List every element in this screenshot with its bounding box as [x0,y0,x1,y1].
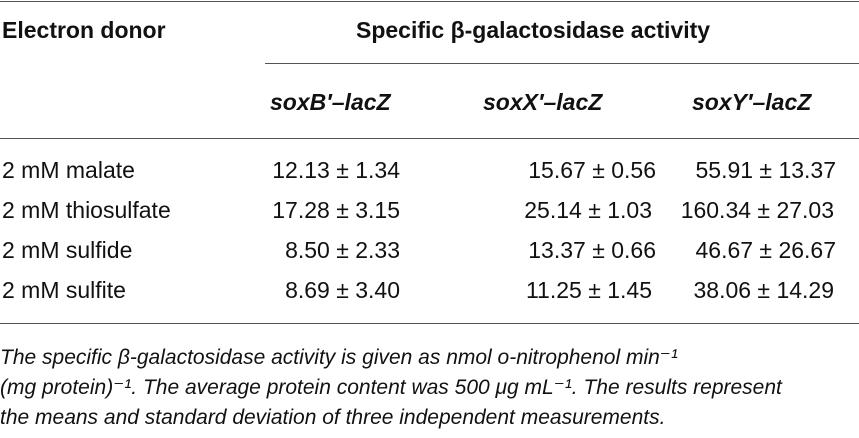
cell-sulfite-soxY: 38.06 ± 14.29 [693,277,834,303]
table-top-rule [0,1,859,2]
cell-sulfide-soxB: 8.50 ± 2.33 [285,237,400,263]
header-span-rule [265,63,859,64]
cell-thiosulfate-soxB: 17.28 ± 3.15 [272,197,400,223]
cell-sulfite-soxB: 8.69 ± 3.40 [285,277,400,303]
footnote-line-3: the means and standard deviation of thre… [0,406,666,429]
row-donor-sulfide: 2 mM sulfide [2,237,133,263]
row-donor-thiosulfate: 2 mM thiosulfate [2,197,171,223]
row-donor-sulfite: 2 mM sulfite [2,277,126,303]
cell-thiosulfate-soxY: 160.34 ± 27.03 [680,197,834,223]
cell-sulfite-soxX: 11.25 ± 1.45 [525,277,652,303]
subheader-soxX-lacZ: soxX′–lacZ [483,89,603,115]
cell-sulfide-soxX: 13.37 ± 0.66 [528,237,656,263]
footnote-line-1: The specific β-galactosidase activity is… [0,346,678,369]
cell-sulfide-soxY: 46.67 ± 26.67 [695,237,836,263]
cell-malate-soxB: 12.13 ± 1.34 [272,157,400,183]
cell-malate-soxX: 15.67 ± 0.56 [528,157,656,183]
subheader-soxB-lacZ: soxB′–lacZ [270,89,391,115]
header-bottom-rule [0,138,859,139]
header-specific-activity: Specific β-galactosidase activity [356,17,711,43]
table-footnote: The specific β-galactosidase activity is… [0,343,859,433]
footnote-line-2: (mg protein)⁻¹. The average protein cont… [0,376,782,399]
subheader-soxY-lacZ: soxY′–lacZ [692,89,812,115]
row-donor-malate: 2 mM malate [2,157,135,183]
table-bottom-rule [0,323,859,324]
cell-malate-soxY: 55.91 ± 13.37 [695,157,836,183]
cell-thiosulfate-soxX: 25.14 ± 1.03 [524,197,652,223]
header-electron-donor: Electron donor [2,17,166,43]
